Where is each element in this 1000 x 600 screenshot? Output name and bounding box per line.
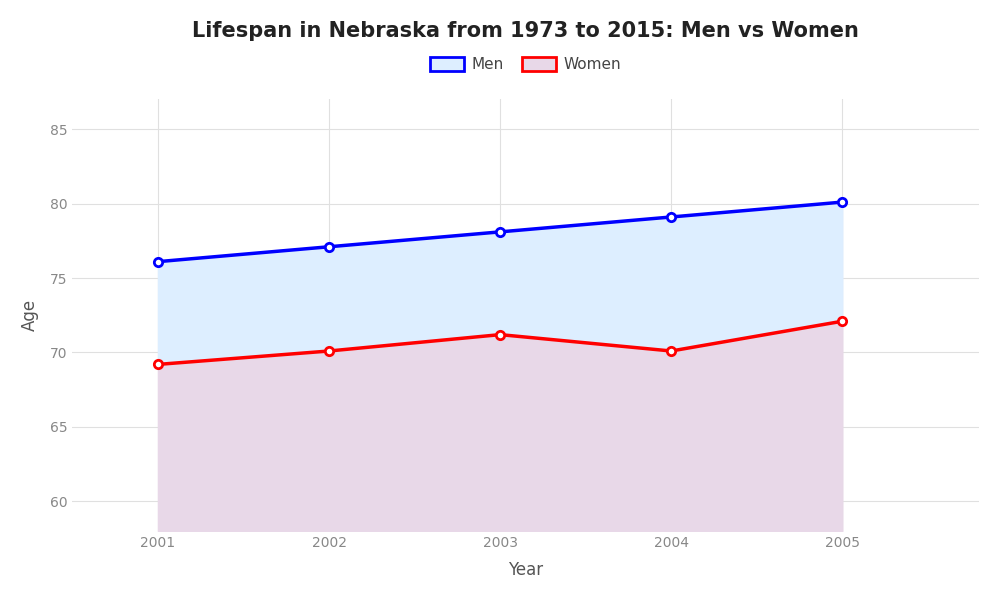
Y-axis label: Age: Age [21, 299, 39, 331]
X-axis label: Year: Year [508, 561, 543, 579]
Legend: Men, Women: Men, Women [424, 51, 627, 78]
Title: Lifespan in Nebraska from 1973 to 2015: Men vs Women: Lifespan in Nebraska from 1973 to 2015: … [192, 21, 859, 41]
